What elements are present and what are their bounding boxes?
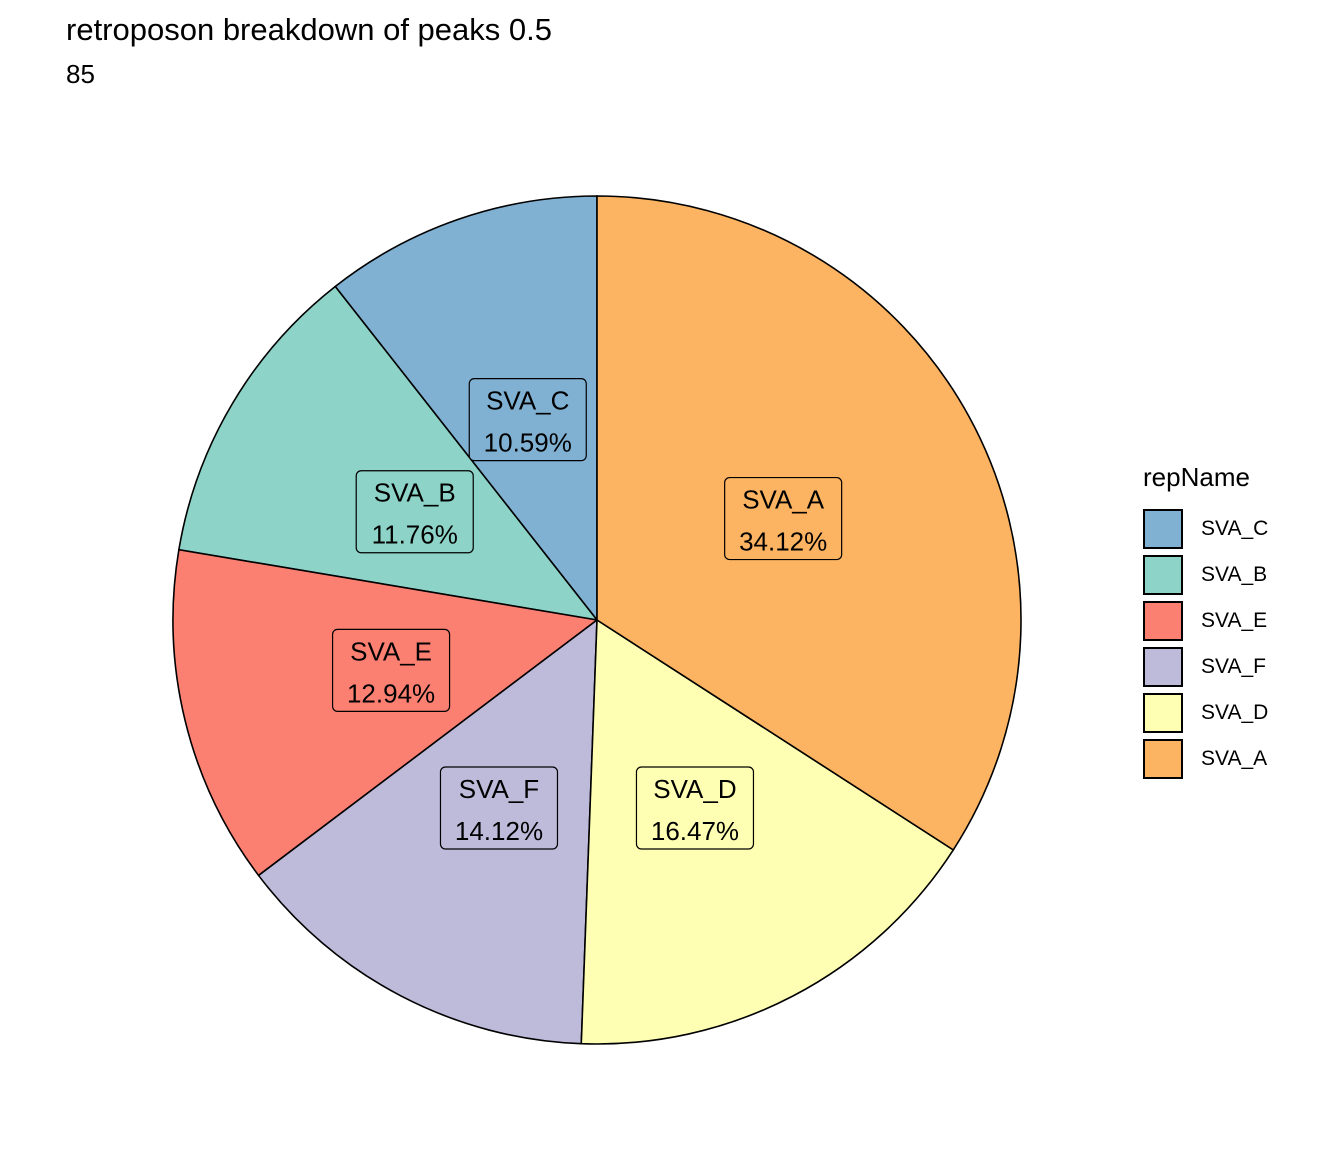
slice-percent-text: 11.76%	[372, 520, 458, 550]
slice-label-sva-e: SVA_E 12.94%	[331, 628, 451, 712]
legend-item-sva-f: SVA_F	[1143, 644, 1268, 690]
legend-label: SVA_C	[1201, 517, 1269, 540]
slice-name-text: SVA_C	[486, 386, 569, 416]
legend-label: SVA_F	[1201, 655, 1266, 678]
legend-items: SVA_C SVA_B SVA_E SVA_F SVA_D SVA_A	[1143, 506, 1268, 782]
slice-label-sva-f: SVA_F 14.12%	[439, 766, 559, 850]
legend-label: SVA_E	[1201, 609, 1268, 632]
slice-label-sva-d: SVA_D 16.47%	[635, 766, 755, 850]
legend-key	[1143, 693, 1183, 733]
label-box	[635, 766, 755, 850]
label-box	[468, 378, 587, 462]
slice-name-text: SVA_F	[459, 774, 539, 804]
label-box	[331, 628, 451, 712]
slice-sva-f	[257, 618, 598, 1045]
chart-subtitle: 85	[66, 59, 95, 89]
chart-title: retroposon breakdown of peaks 0.5	[66, 12, 552, 47]
pie-labels: SVA_C 10.59% SVA_B 11.76% SVA_E 12.94% SVA_F 14…	[331, 378, 843, 850]
legend-label: SVA_D	[1201, 701, 1269, 724]
legend-label: SVA_B	[1201, 563, 1268, 586]
legend: repName SVA_C SVA_B SVA_E SVA_F SVA_D SVA_A	[1143, 460, 1268, 782]
slice-name-text: SVA_B	[374, 478, 456, 508]
slice-name-text: SVA_D	[653, 774, 736, 804]
legend-item-sva-d: SVA_D	[1143, 690, 1268, 736]
slice-sva-c	[334, 195, 598, 623]
legend-item-sva-b: SVA_B	[1143, 552, 1268, 598]
legend-key	[1143, 647, 1183, 687]
slice-sva-e	[172, 548, 599, 877]
slice-name-text: SVA_E	[350, 636, 432, 666]
slice-percent-text: 12.94%	[347, 678, 435, 708]
slice-sva-d	[580, 618, 955, 1045]
slice-label-sva-c: SVA_C 10.59%	[468, 378, 587, 462]
slice-percent-text: 10.59%	[484, 428, 572, 458]
legend-item-sva-c: SVA_C	[1143, 506, 1268, 552]
legend-key	[1143, 555, 1183, 595]
slice-percent-text: 14.12%	[455, 816, 543, 846]
legend-key	[1143, 601, 1183, 641]
pie-slices	[172, 195, 1022, 1045]
label-box	[439, 766, 559, 850]
legend-label: SVA_A	[1201, 747, 1268, 770]
slice-percent-text: 34.12%	[739, 527, 827, 557]
slice-label-sva-a: SVA_A 34.12%	[724, 476, 843, 561]
legend-key	[1143, 509, 1183, 549]
slice-name-text: SVA_A	[742, 485, 825, 515]
slice-label-sva-b: SVA_B 11.76%	[355, 470, 474, 554]
legend-item-sva-e: SVA_E	[1143, 598, 1268, 644]
label-box	[724, 476, 843, 561]
legend-key	[1143, 739, 1183, 779]
slice-sva-b	[177, 285, 599, 622]
legend-title: repName	[1143, 462, 1250, 492]
label-box	[355, 470, 474, 554]
slice-percent-text: 16.47%	[651, 816, 739, 846]
legend-item-sva-a: SVA_A	[1143, 736, 1268, 782]
